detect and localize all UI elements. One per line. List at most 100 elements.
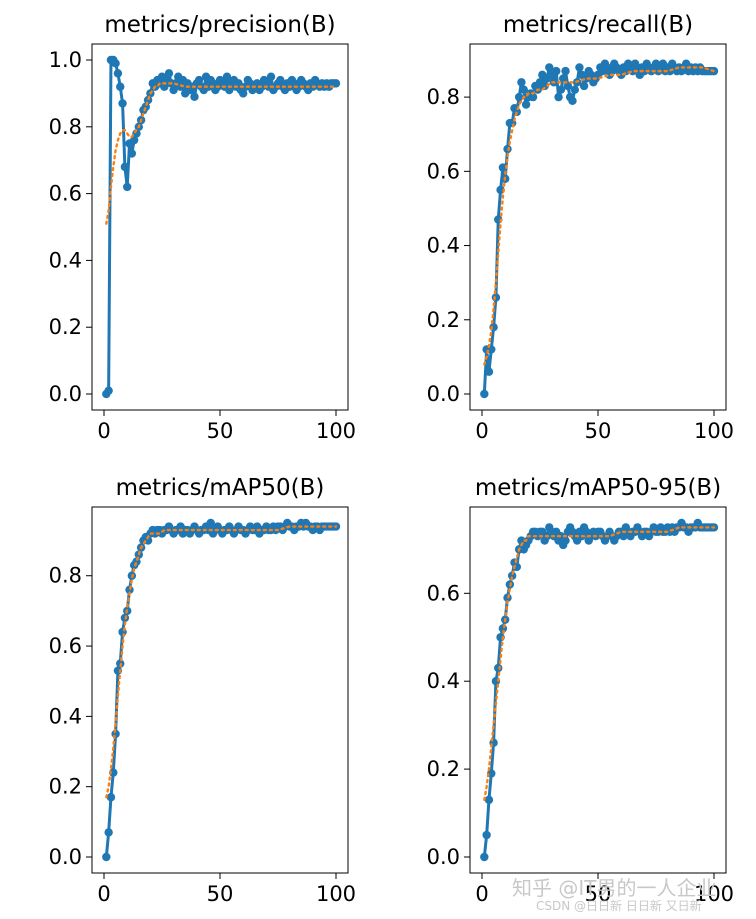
series-point (206, 518, 215, 528)
x-tick-label: 50 (585, 419, 612, 443)
watermark-sub: CSDN @日日新 日日新 又日新 (536, 899, 702, 913)
series-line (104, 521, 336, 858)
series-point (111, 59, 120, 68)
series-point (164, 69, 174, 78)
series-point (118, 99, 127, 108)
series-point (276, 75, 285, 85)
series-point (129, 135, 139, 145)
series-point (579, 81, 589, 91)
series-point (102, 852, 111, 862)
smooth-line (483, 526, 716, 802)
series-point (116, 82, 125, 91)
series-point (234, 79, 243, 88)
series-point (222, 72, 232, 81)
series-point (480, 852, 489, 862)
plot-frame (91, 43, 349, 411)
x-tick-label: 0 (97, 419, 110, 443)
series-point (331, 79, 341, 88)
series-point (521, 100, 531, 109)
y-tick-label: 0.2 (427, 757, 460, 781)
x-tick-label: 100 (694, 419, 734, 443)
series-point (568, 96, 577, 106)
chart-title: metrics/mAP50(B) (116, 475, 325, 501)
y-tick-label: 0.8 (427, 85, 460, 109)
y-tick-label: 0.6 (49, 634, 82, 658)
series-point (494, 663, 503, 673)
series-point (528, 92, 538, 102)
plot-frame (469, 43, 727, 411)
x-tick-label: 0 (475, 419, 488, 443)
chart-title: metrics/recall(B) (503, 12, 693, 38)
x-tick-label: 50 (207, 882, 234, 906)
chart-panel-3: metrics/mAP50(B) 0 50 100 0.0 0.2 0.4 0.6 0.8 (49, 475, 356, 906)
y-tick-label: 0.8 (49, 564, 82, 588)
series-point (575, 63, 584, 72)
series-point (519, 85, 528, 94)
x-tick-label: 0 (97, 882, 110, 906)
series-point (127, 149, 137, 158)
series-point (143, 95, 153, 105)
y-tick-label: 0.2 (49, 315, 82, 339)
x-tick-label: 100 (316, 882, 356, 906)
chart-title: metrics/precision(B) (104, 12, 335, 38)
series-point (120, 162, 130, 172)
x-tick-label: 100 (694, 882, 734, 906)
y-tick-label: 0.6 (427, 581, 460, 605)
series-point (225, 85, 234, 95)
series-point (570, 85, 579, 94)
x-tick-label: 50 (207, 419, 234, 443)
y-tick-label: 0.0 (49, 382, 82, 406)
y-tick-label: 0.6 (49, 182, 82, 206)
series-point (482, 830, 491, 840)
chart-panel-4: metrics/mAP50-95(B) 0 50 100 0.0 0.2 0.4 0.6 (427, 475, 734, 906)
series-point (552, 66, 561, 76)
series-point (194, 75, 204, 85)
series-point (498, 163, 508, 172)
series-point (106, 793, 116, 802)
y-tick-label: 0.2 (427, 308, 460, 332)
smooth-line (483, 66, 716, 366)
series-point (556, 85, 566, 94)
x-tick-label: 100 (316, 419, 356, 443)
y-tick-label: 0.6 (427, 159, 460, 183)
chart-panel-1: metrics/precision(B) 0 50 100 0.0 0.2 0.4 0.6 0.… (49, 12, 356, 443)
series-point (561, 536, 570, 545)
series-point (545, 63, 554, 72)
series-point (160, 82, 169, 91)
series-point (109, 768, 118, 777)
series-point (132, 557, 141, 566)
series-point (484, 367, 494, 376)
x-tick-label: 0 (475, 882, 488, 906)
series-point (104, 386, 113, 395)
series-point (517, 78, 526, 87)
y-tick-label: 0.0 (427, 382, 460, 406)
series-line (482, 521, 714, 858)
y-tick-label: 0.4 (427, 234, 460, 258)
series-point (104, 828, 113, 837)
y-tick-label: 0.8 (49, 115, 82, 139)
y-tick-label: 0.4 (427, 669, 460, 693)
y-tick-label: 0.4 (49, 704, 82, 728)
series-point (507, 571, 517, 580)
chart-panel-2: metrics/recall(B) 0 50 100 0.0 0.2 0.4 0.6 0.8 (427, 12, 734, 443)
y-tick-label: 0.0 (49, 845, 82, 869)
series-point (563, 81, 573, 91)
series-point (239, 89, 248, 98)
x-tick-label: 50 (585, 882, 612, 906)
plot-frame (469, 506, 727, 874)
smooth-line (105, 82, 338, 225)
series-point (561, 66, 570, 76)
series-point (143, 536, 153, 545)
series-point (484, 795, 494, 805)
series-point (169, 85, 178, 95)
series-point (480, 389, 489, 399)
plot-frame (91, 506, 349, 874)
y-tick-label: 0.4 (49, 248, 82, 272)
series-point (123, 182, 132, 192)
watermark-main: 知乎 @IT男的一人企业 (512, 876, 717, 900)
chart-title: metrics/mAP50-95(B) (475, 475, 721, 501)
series-point (266, 72, 276, 81)
series-point (190, 92, 199, 101)
y-tick-label: 0.0 (427, 845, 460, 869)
